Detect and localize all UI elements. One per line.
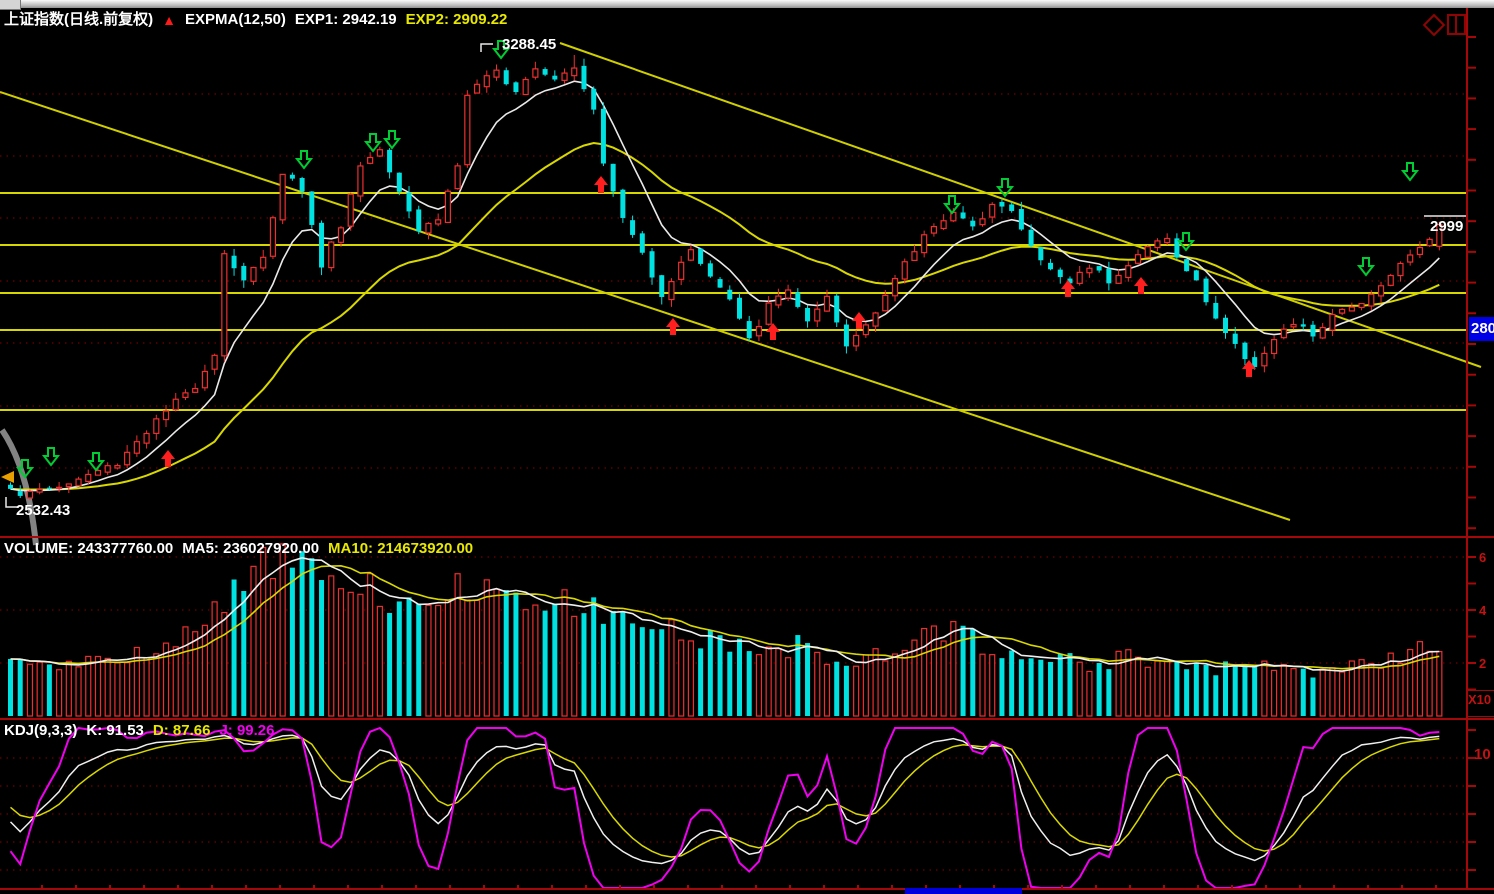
buy-arrow-icon	[666, 318, 680, 335]
sell-arrow-icon	[491, 40, 511, 60]
sell-arrow-icon	[294, 150, 314, 170]
pane-frame	[0, 8, 1494, 894]
candles	[8, 55, 1443, 500]
kdj-lines	[9, 726, 1440, 889]
buy-arrow-icon	[594, 176, 608, 193]
pane-layout-icon[interactable]	[1447, 14, 1466, 35]
grid-lines	[0, 93, 1466, 871]
timeline-selection[interactable]	[905, 888, 1022, 894]
sell-arrow-icon	[363, 133, 383, 153]
sell-arrow-icon	[995, 178, 1015, 198]
volume-ma-lines	[10, 556, 1440, 672]
kdj-pane-header: KDJ(9,3,3) K: 91.53 D: 87.66 J: 99.26	[4, 722, 275, 740]
kdj-name: KDJ(9,3,3)	[4, 722, 78, 739]
kdj-k-value: K: 91.53	[86, 722, 144, 739]
trend-lines	[0, 42, 1482, 521]
exp1-value: EXP1: 2942.19	[294, 11, 397, 28]
volume-unit-box: X10	[1467, 690, 1494, 717]
axis-price-tag: 280	[1469, 317, 1494, 341]
symbol-title: 上证指数(日线.前复权)	[4, 11, 154, 28]
buy-arrow-icon	[1061, 280, 1075, 297]
peak-price-label: 3288.45	[502, 36, 557, 53]
volume-axis-label-4: 4	[1479, 603, 1487, 618]
main-pane-header: 上证指数(日线.前复权) ▲ EXPMA(12,50) EXP1: 2942.1…	[4, 11, 507, 29]
annotation-marks	[5, 43, 1466, 508]
buy-arrow-icon	[766, 323, 780, 340]
buy-arrow-icon	[852, 312, 866, 329]
sell-arrow-icon	[1356, 257, 1376, 277]
volume-ma5: MA5: 236027920.00	[182, 540, 320, 557]
volume-axis-label-2: 2	[1479, 656, 1487, 671]
kdj-j-value: J: 99.26	[219, 722, 275, 739]
sell-arrow-icon	[942, 195, 962, 215]
sell-arrow-icon	[41, 447, 61, 467]
buy-arrow-icon	[161, 450, 175, 467]
left-edge-marker-icon	[1, 471, 14, 483]
volume-bars	[8, 543, 1443, 717]
sell-arrow-icon	[1176, 232, 1196, 252]
up-arrow-icon: ▲	[162, 12, 177, 28]
gann-level-lines	[0, 192, 1466, 411]
sell-arrow-icon	[382, 130, 402, 150]
volume-value: VOLUME: 243377760.00	[4, 540, 174, 557]
signal-arrows	[15, 40, 1420, 479]
exp2-value: EXP2: 2909.22	[405, 11, 508, 28]
watermark-arc	[0, 428, 39, 546]
sell-arrow-icon	[86, 452, 106, 472]
last-price-label: 2999	[1430, 218, 1464, 235]
sell-arrow-icon	[1400, 162, 1420, 182]
indicator-name: EXPMA(12,50)	[185, 11, 286, 28]
window-corner-box	[0, 0, 21, 10]
expma-lines	[10, 80, 1440, 492]
sell-arrow-icon	[15, 459, 35, 479]
kdj-axis-label: 10	[1474, 746, 1491, 763]
volume-pane-header: VOLUME: 243377760.00 MA5: 236027920.00 M…	[4, 540, 473, 558]
buy-arrow-icon	[1242, 360, 1256, 377]
kdj-d-value: D: 87.66	[152, 722, 211, 739]
low-price-label: 2532.43	[16, 502, 71, 519]
volume-ma10: MA10: 214673920.00	[328, 540, 474, 557]
volume-axis-label-6: 6	[1479, 550, 1487, 565]
buy-arrow-icon	[1134, 277, 1148, 294]
window-top-edge	[0, 0, 1494, 8]
volume-unit-label: X10	[1468, 692, 1492, 707]
